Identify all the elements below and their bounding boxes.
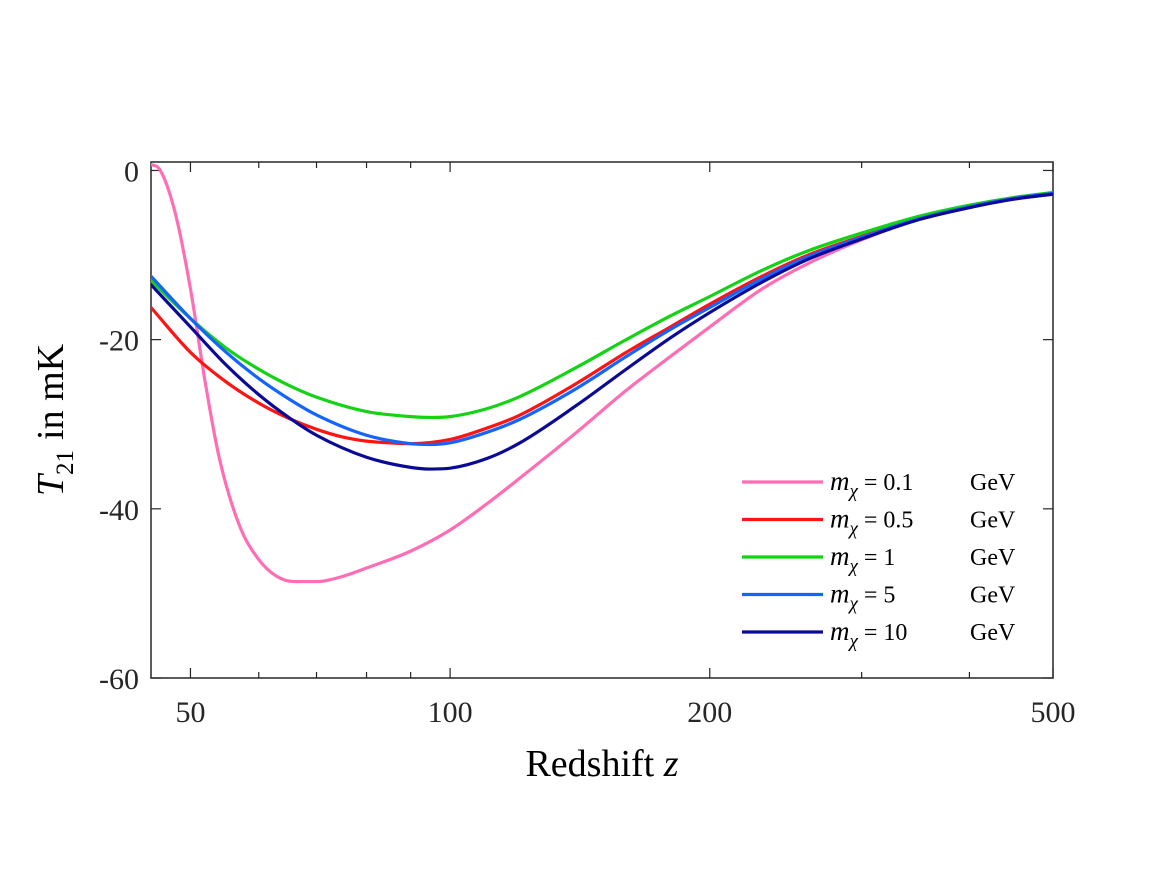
y-tick-label: 0 [124,155,139,188]
y-axis: 0 -20 -40 -60 [99,155,1053,696]
series-line-3 [151,190,1053,420]
x-axis: 50 100 200 500 [175,162,1076,729]
legend-item-5: mχ = 10 GeV [742,616,1016,652]
series-line-5 [151,192,1053,471]
legend-label: mχ = 0.5 GeV [830,504,1016,540]
x-tick-label: 50 [175,696,205,729]
legend-item-2: mχ = 0.5 GeV [742,504,1016,540]
series-lines [151,162,1053,584]
svg-text:T21in mK: T21in mK [30,343,79,496]
x-tick-label: 500 [1031,696,1076,729]
legend-label: mχ = 5 GeV [830,579,1016,615]
legend-item-4: mχ = 5 GeV [742,579,1016,615]
x-axis-label: Redshift z [525,743,678,785]
y-tick-label: -40 [99,494,139,527]
legend-label: mχ = 0.1 GeV [830,466,1016,502]
y-tick-label: -60 [99,663,139,696]
x-tick-label: 200 [687,696,732,729]
series-line-2 [151,191,1053,446]
legend-item-1: mχ = 0.1 GeV [742,466,1016,502]
legend-item-3: mχ = 1 GeV [742,541,1016,577]
plot-frame [150,161,1054,679]
series-line-4 [151,191,1053,447]
x-tick-label: 100 [428,696,473,729]
legend-label: mχ = 1 GeV [830,541,1016,577]
y-tick-label: -20 [99,325,139,358]
series-line-1 [151,162,1053,584]
y-axis-label: T21in mK [30,343,79,496]
legend-label: mχ = 10 GeV [830,616,1016,652]
